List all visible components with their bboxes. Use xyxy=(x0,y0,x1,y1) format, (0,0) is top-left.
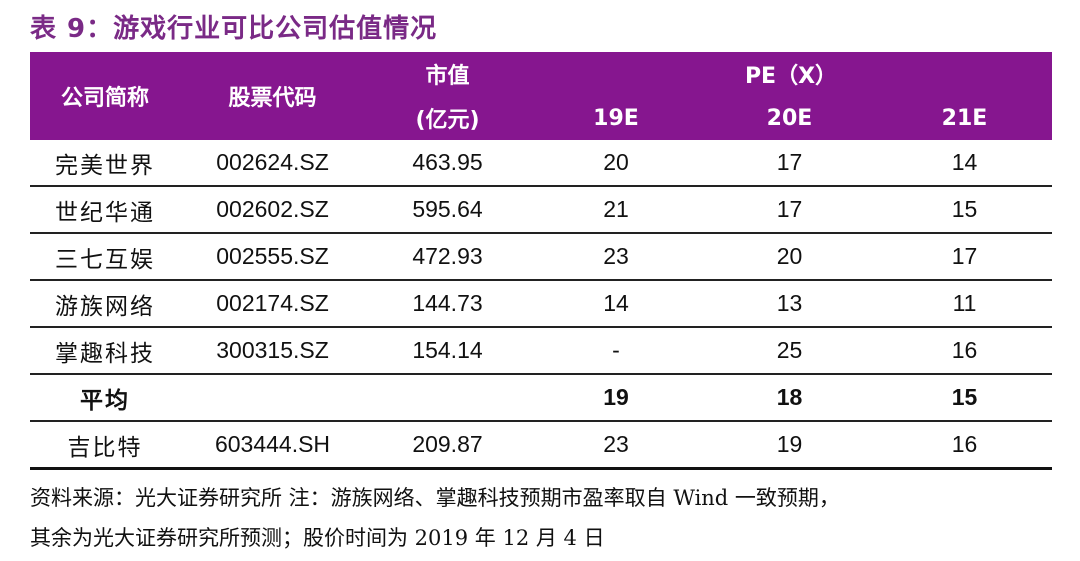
market-cap: 463.95 xyxy=(365,140,530,187)
company-name: 世纪华通 xyxy=(30,186,180,234)
header-pe-group: PE（X） xyxy=(530,52,1053,96)
table-row: 世纪华通 002602.SZ 595.64 21 17 15 xyxy=(30,186,1053,234)
valuation-table-container: 公司简称 股票代码 市值 PE（X） (亿元) 19E 20E 21E 完美世界… xyxy=(30,52,1053,470)
table-row: 吉比特 603444.SH 209.87 23 19 16 xyxy=(30,421,1053,470)
pe-21e: 11 xyxy=(877,280,1053,328)
stock-code: 002602.SZ xyxy=(180,186,365,234)
pe-20e: 25 xyxy=(702,327,877,375)
pe-21e: 16 xyxy=(877,327,1053,375)
valuation-table: 公司简称 股票代码 市值 PE（X） (亿元) 19E 20E 21E 完美世界… xyxy=(30,52,1053,470)
table-row: 三七互娱 002555.SZ 472.93 23 20 17 xyxy=(30,233,1053,281)
company-name: 三七互娱 xyxy=(30,233,180,281)
stock-code: 300315.SZ xyxy=(180,327,365,375)
source-note-line2: 其余为光大证券研究所预测；股价时间为 2019 年 12 月 4 日 xyxy=(30,526,605,550)
table-title: 表 9：游戏行业可比公司估值情况 xyxy=(30,14,438,44)
table-row: 掌趣科技 300315.SZ 154.14 - 25 16 xyxy=(30,327,1053,375)
market-cap: 144.73 xyxy=(365,280,530,328)
pe-21e: 15 xyxy=(877,186,1053,234)
header-21e: 21E xyxy=(877,96,1053,140)
pe-21e: 16 xyxy=(877,421,1053,470)
company-name: 掌趣科技 xyxy=(30,327,180,375)
stock-code: 002624.SZ xyxy=(180,140,365,187)
pe-19e: 14 xyxy=(530,280,702,328)
company-name: 吉比特 xyxy=(30,421,180,470)
market-cap: 595.64 xyxy=(365,186,530,234)
stock-code: 002174.SZ xyxy=(180,280,365,328)
pe-20e: 20 xyxy=(702,233,877,281)
pe-19e: 19 xyxy=(530,374,702,422)
stock-code xyxy=(180,374,365,422)
company-name: 游族网络 xyxy=(30,280,180,328)
market-cap xyxy=(365,374,530,422)
table-row: 完美世界 002624.SZ 463.95 20 17 14 xyxy=(30,140,1053,187)
header-19e: 19E xyxy=(530,96,702,140)
pe-19e: 23 xyxy=(530,233,702,281)
source-note: 资料来源：光大证券研究所 注：游族网络、掌趣科技预期市盈率取自 Wind 一致预… xyxy=(30,478,1050,558)
source-note-line1: 资料来源：光大证券研究所 注：游族网络、掌趣科技预期市盈率取自 Wind 一致预… xyxy=(30,486,840,510)
pe-19e: 20 xyxy=(530,140,702,187)
stock-code: 603444.SH xyxy=(180,421,365,470)
average-label: 平均 xyxy=(30,374,180,422)
pe-20e: 17 xyxy=(702,186,877,234)
pe-19e: 21 xyxy=(530,186,702,234)
pe-21e: 15 xyxy=(877,374,1053,422)
company-name: 完美世界 xyxy=(30,140,180,187)
header-code: 股票代码 xyxy=(180,52,365,140)
stock-code: 002555.SZ xyxy=(180,233,365,281)
pe-20e: 13 xyxy=(702,280,877,328)
pe-21e: 17 xyxy=(877,233,1053,281)
market-cap: 472.93 xyxy=(365,233,530,281)
pe-20e: 19 xyxy=(702,421,877,470)
header-20e: 20E xyxy=(702,96,877,140)
pe-21e: 14 xyxy=(877,140,1053,187)
pe-19e: 23 xyxy=(530,421,702,470)
average-row: 平均 19 18 15 xyxy=(30,374,1053,422)
header-mcap-top: 市值 xyxy=(365,52,530,96)
pe-20e: 18 xyxy=(702,374,877,422)
header-company: 公司简称 xyxy=(30,52,180,140)
market-cap: 209.87 xyxy=(365,421,530,470)
table-row: 游族网络 002174.SZ 144.73 14 13 11 xyxy=(30,280,1053,328)
header-mcap-unit: (亿元) xyxy=(365,96,530,140)
pe-19e: - xyxy=(530,327,702,375)
pe-20e: 17 xyxy=(702,140,877,187)
market-cap: 154.14 xyxy=(365,327,530,375)
